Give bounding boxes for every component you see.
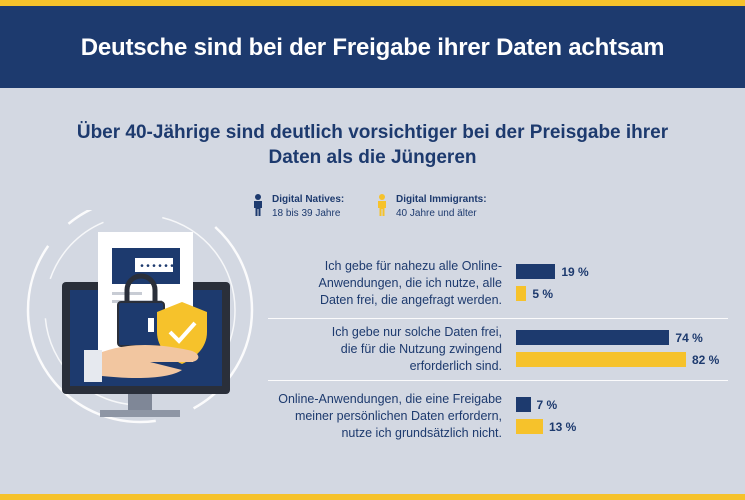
row-divider [268,380,728,381]
question-2-line: die für die Nutzung zwingend [340,342,502,356]
question-text-2: Ich gebe nur solche Daten frei, die für … [262,324,502,375]
bar-natives-2 [516,330,670,345]
legend-natives-name: Digital Natives: [272,194,345,205]
legend-natives-sub: 18 bis 39 Jahre [272,208,341,219]
person-icon-navy [254,194,262,216]
question-text-3: Online-Anwendungen, die eine Freigabe me… [262,391,502,442]
page-title: Deutsche sind bei der Freigabe ihrer Dat… [80,34,665,61]
value-label-natives-1: 19 % [561,265,589,279]
person-icon-yellow [378,194,386,216]
chart-subtitle: Über 40-Jährige sind deutlich vorsichtig… [76,122,669,168]
value-label-natives-3: 7 % [536,398,558,412]
value-label-immigrants-3: 13 % [548,420,577,434]
header-banner: Deutsche sind bei der Freigabe ihrer Dat… [0,6,745,88]
svg-text:••••••: •••••• [139,262,175,273]
question-3-line: nutze ich grundsätzlich nicht. [341,426,502,440]
value-label-immigrants-2: 82 % [692,353,720,367]
bar-immigrants-3 [516,419,543,434]
question-2-line: erforderlich sind. [409,359,502,373]
bar-immigrants-1 [516,286,527,301]
question-1-line: Daten frei, die angefragt werden. [319,293,502,307]
data-security-illustration: •••••• [26,210,254,424]
top-accent-stripe [0,0,745,6]
value-label-natives-2: 74 % [675,331,703,345]
bar-immigrants-2 [516,352,686,367]
bar-natives-3 [516,397,531,412]
question-1-line: Anwendungen, die ich nutze, alle [318,276,502,290]
legend-immigrants-sub: 40 Jahre und älter [396,208,477,219]
value-label-immigrants-1: 5 % [532,287,554,301]
question-3-line: meiner persönlichen Daten erfordern, [294,409,502,423]
question-2-line: Ich gebe nur solche Daten frei, [331,325,502,339]
question-text-1: Ich gebe für nahezu alle Online- Anwendu… [262,258,502,309]
row-divider [268,318,728,319]
bottom-accent-stripe [0,494,745,500]
question-3-line: Online-Anwendungen, die eine Freigabe [278,392,502,406]
legend-immigrants-name: Digital Immigrants: [396,194,487,205]
bar-natives-1 [516,264,556,279]
question-1-line: Ich gebe für nahezu alle Online- [324,259,502,273]
